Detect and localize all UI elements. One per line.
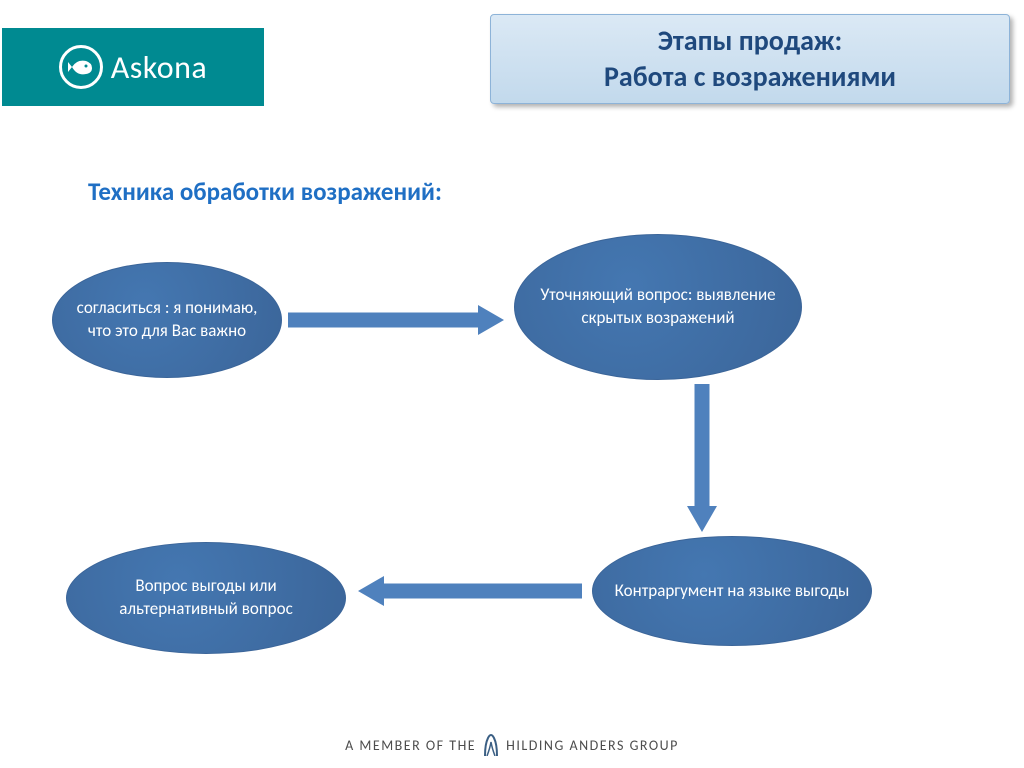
logo-icon — [59, 45, 103, 89]
node-clarify-label: Уточняющий вопрос: выявление скрытых воз… — [531, 284, 785, 330]
arrow-2 — [687, 384, 717, 532]
node-counter: Контраргумент на языке выгоды — [592, 536, 872, 646]
footer-right: HILDING ANDERS GROUP — [506, 737, 679, 754]
slide-title-box: Этапы продаж: Работа с возражениями — [490, 14, 1010, 104]
logo-text: Askona — [111, 48, 208, 87]
subtitle: Техника обработки возражений: — [88, 176, 442, 207]
title-line-2: Работа с возражениями — [604, 59, 896, 95]
fish-icon — [68, 56, 94, 78]
title-line-1: Этапы продаж: — [658, 23, 842, 59]
brand-logo: Askona — [2, 28, 264, 106]
arrow-1 — [288, 305, 504, 335]
footer-icon — [482, 734, 500, 756]
node-agree-label: согласиться : я понимаю, что это для Вас… — [69, 297, 265, 343]
footer-left: A MEMBER OF THE — [345, 737, 476, 754]
node-counter-label: Контраргумент на языке выгоды — [615, 580, 850, 603]
footer: A MEMBER OF THE HILDING ANDERS GROUP — [0, 734, 1024, 756]
node-benefit-label: Вопрос выгоды или альтернативный вопрос — [83, 575, 329, 621]
arrow-3 — [358, 576, 582, 606]
node-benefit: Вопрос выгоды или альтернативный вопрос — [66, 542, 346, 654]
node-clarify: Уточняющий вопрос: выявление скрытых воз… — [514, 234, 802, 380]
node-agree: согласиться : я понимаю, что это для Вас… — [52, 262, 282, 378]
